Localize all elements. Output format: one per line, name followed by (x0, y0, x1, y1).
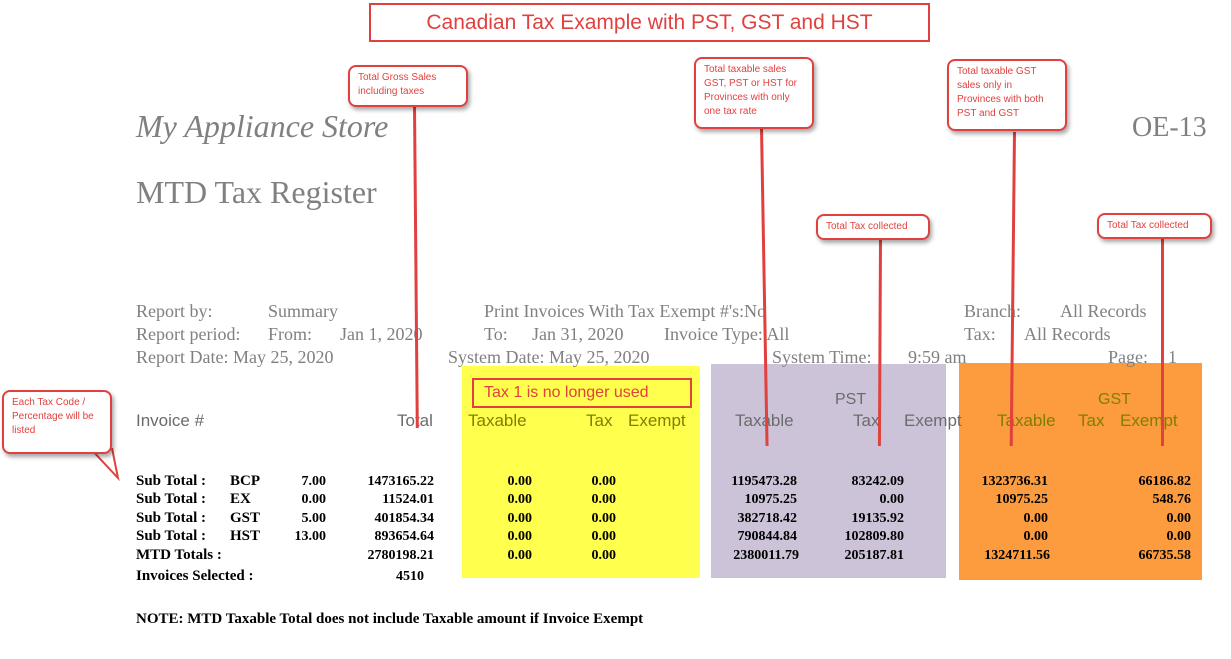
row-tax-code: GST (230, 510, 261, 526)
row-pst-taxable: 10975.25 (744, 492, 798, 507)
mtd-pst-tax: 205187.81 (844, 548, 905, 563)
row-total: 11524.01 (382, 492, 434, 507)
row-gst-tax: 0.00 (1166, 529, 1192, 544)
tax1-column-highlight (462, 366, 700, 578)
mtd-gst-taxable: 1324711.56 (984, 548, 1050, 563)
store-name: My Appliance Store (136, 108, 389, 144)
row-total: 401854.34 (374, 511, 435, 526)
col-header-t1-exempt: Exempt (628, 411, 686, 430)
footer-note: NOTE: MTD Taxable Total does not include… (136, 611, 644, 627)
page-banner: Canadian Tax Example with PST, GST and H… (369, 3, 930, 42)
row-pst-tax: 0.00 (879, 492, 905, 507)
row-total: 1473165.22 (367, 474, 435, 489)
row-label: Sub Total : (136, 491, 207, 507)
row-pst-tax: 102809.80 (844, 529, 905, 544)
row-rate: 0.00 (301, 492, 327, 507)
callout-gst-tax-collected: Total Tax collected (1097, 213, 1212, 239)
to-value: Jan 31, 2020 (532, 324, 624, 344)
tax-code-callout-pointer (88, 448, 120, 482)
callout-tax-code: Each Tax Code / Percentage will be liste… (2, 390, 112, 454)
row-tax-code: BCP (230, 473, 260, 489)
row-t1-tax: 0.00 (591, 474, 617, 489)
row-label: Sub Total : (136, 473, 207, 489)
report-code: OE-13 (1132, 112, 1207, 143)
tax-value: All Records (1024, 324, 1111, 344)
col-header-gst-exempt: Exempt (1120, 411, 1178, 430)
row-t1-taxable: 0.00 (507, 474, 533, 489)
col-header-t1-taxable: Taxable (468, 411, 527, 430)
row-pst-taxable: 382718.42 (737, 511, 798, 526)
page-value: 1 (1168, 347, 1177, 367)
row-rate: 7.00 (301, 474, 327, 489)
mtd-pst-taxable: 2380011.79 (733, 548, 799, 563)
row-rate: 5.00 (301, 511, 327, 526)
row-t1-tax: 0.00 (591, 529, 617, 544)
mtd-t1-tax: 0.00 (591, 548, 617, 563)
row-gst-taxable: 10975.25 (995, 492, 1049, 507)
pst-group-header: PST (835, 391, 867, 408)
report-by-value: Summary (268, 301, 338, 321)
from-label: From: (268, 324, 313, 344)
branch-label: Branch: (964, 301, 1021, 321)
callout-gross-sales: Total Gross Sales including taxes (348, 65, 468, 107)
row-gst-tax: 66186.82 (1138, 474, 1192, 489)
col-header-invoice: Invoice # (136, 411, 205, 430)
col-header-gst-taxable: Taxable (997, 411, 1056, 430)
invoices-selected-label: Invoices Selected : (136, 568, 254, 584)
report-date: Report Date: May 25, 2020 (136, 347, 334, 367)
row-label: Sub Total : (136, 528, 207, 544)
tax1-unused-note: Tax 1 is no longer used (472, 378, 692, 408)
gst-group-header: GST (1098, 391, 1131, 408)
from-value: Jan 1, 2020 (340, 324, 423, 344)
row-gst-tax: 0.00 (1166, 511, 1192, 526)
row-gst-tax: 548.76 (1152, 492, 1192, 507)
row-pst-taxable: 790844.84 (737, 529, 798, 544)
branch-value: All Records (1060, 301, 1147, 321)
invoices-selected-value: 4510 (396, 569, 424, 584)
row-t1-tax: 0.00 (591, 492, 617, 507)
tax-label: Tax: (964, 324, 996, 344)
row-t1-taxable: 0.00 (507, 529, 533, 544)
callout-taxable-single-rate: Total taxable sales GST, PST or HST for … (694, 57, 814, 129)
row-gst-taxable: 1323736.31 (981, 474, 1049, 489)
row-gst-taxable: 0.00 (1023, 511, 1049, 526)
row-rate: 13.00 (294, 529, 327, 544)
pst-column-highlight (711, 364, 946, 578)
callout-pst-tax-collected: Total Tax collected (816, 214, 930, 240)
row-pst-taxable: 1195473.28 (731, 474, 797, 489)
page-label: Page: (1108, 347, 1148, 367)
print-invoices-setting: Print Invoices With Tax Exempt #'s:No (484, 301, 767, 321)
col-header-t1-tax: Tax (586, 411, 613, 430)
to-label: To: (484, 324, 508, 344)
mtd-total: 2780198.21 (367, 548, 435, 563)
report-period-label: Report period: (136, 324, 241, 344)
row-gst-taxable: 0.00 (1023, 529, 1049, 544)
mtd-t1-taxable: 0.00 (507, 548, 533, 563)
system-time-value: 9:59 am (908, 347, 967, 367)
gst-tax-leader-line (1161, 238, 1164, 446)
row-tax-code: HST (230, 528, 261, 544)
col-header-pst-exempt: Exempt (904, 411, 962, 430)
mtd-gst-tax: 66735.58 (1138, 548, 1192, 563)
report-by-label: Report by: (136, 301, 213, 321)
mtd-label: MTD Totals : (136, 547, 222, 563)
row-pst-tax: 19135.92 (851, 511, 905, 526)
invoice-type: Invoice Type: All (664, 324, 790, 344)
col-header-gst-tax: Tax (1078, 411, 1105, 430)
callout-taxable-gst: Total taxable GST sales only in Province… (947, 59, 1067, 131)
row-t1-tax: 0.00 (591, 511, 617, 526)
row-tax-code: EX (230, 491, 251, 507)
system-date: System Date: May 25, 2020 (448, 347, 650, 367)
system-time-label: System Time: (772, 347, 872, 367)
row-t1-taxable: 0.00 (507, 492, 533, 507)
col-header-pst-tax: Tax (853, 411, 880, 430)
row-label: Sub Total : (136, 510, 207, 526)
gross-leader-line (413, 105, 419, 429)
row-pst-tax: 83242.09 (851, 474, 905, 489)
row-t1-taxable: 0.00 (507, 511, 533, 526)
row-total: 893654.64 (374, 529, 435, 544)
report-title: MTD Tax Register (136, 174, 377, 210)
